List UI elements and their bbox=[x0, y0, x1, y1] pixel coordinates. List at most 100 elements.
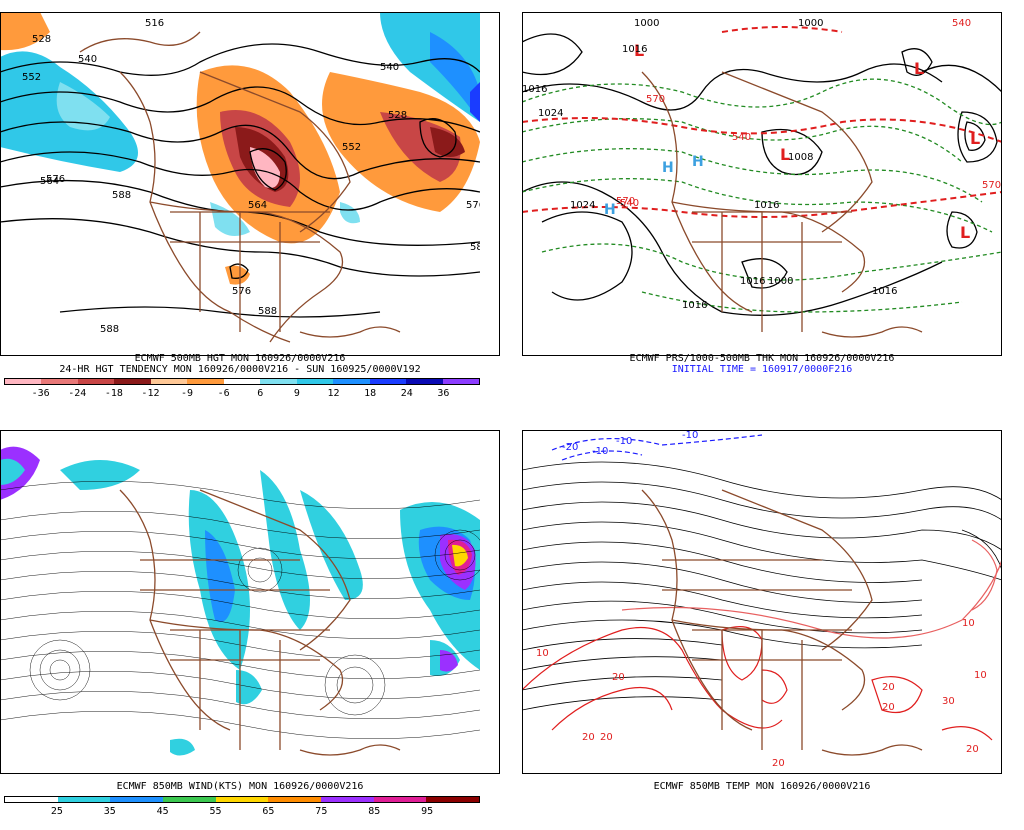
thickness-label: 570 bbox=[616, 196, 635, 207]
contour-label: 516 bbox=[145, 18, 164, 29]
isobar-label: 1016 bbox=[622, 44, 647, 55]
colorbar-swatch bbox=[187, 379, 224, 384]
tendency-colorbar bbox=[4, 378, 480, 385]
colorbar-swatch bbox=[77, 379, 115, 384]
temp-label: 20 bbox=[966, 744, 979, 755]
colorbar-swatch bbox=[215, 797, 269, 802]
panel-title: ECMWF 850MB TEMP MON 160926/0000V216 bbox=[653, 781, 871, 792]
colorbar-swatch bbox=[163, 797, 216, 802]
contour-label: 576 bbox=[46, 174, 65, 185]
colorbar-tick-label: 65 bbox=[262, 806, 275, 817]
panel-title: ECMWF 850MB WIND(KTS) MON 160926/0000V21… bbox=[116, 781, 364, 792]
isobar-label: 1000 bbox=[768, 276, 793, 287]
colorbar-tick-label: 55 bbox=[209, 806, 222, 817]
thickness-label: 540 bbox=[732, 132, 751, 143]
low-pressure-symbol: L bbox=[960, 223, 970, 242]
colorbar-tick-label: 25 bbox=[50, 806, 63, 817]
contour-label: 588 bbox=[112, 190, 131, 201]
thickness-label: 540 bbox=[952, 18, 971, 29]
colorbar-swatch bbox=[114, 379, 151, 384]
temp-label: 10 bbox=[962, 618, 975, 629]
colorbar-swatch bbox=[296, 379, 334, 384]
temp-label: 20 bbox=[882, 702, 895, 713]
colorbar-swatch bbox=[426, 797, 480, 802]
colorbar-swatch bbox=[110, 797, 164, 802]
colorbar-swatch bbox=[369, 379, 407, 384]
colorbar-swatch bbox=[268, 797, 322, 802]
contour-label: 58 bbox=[470, 242, 480, 253]
contour-label: 588 bbox=[100, 324, 119, 335]
colorbar-tick-label: -9 bbox=[181, 388, 194, 399]
isobar-label: 1000 bbox=[798, 18, 823, 29]
high-pressure-symbol: H bbox=[662, 160, 674, 176]
isobar-label: 1024 bbox=[570, 200, 595, 211]
high-pressure-symbol: H bbox=[604, 202, 616, 218]
contour-label: 528 bbox=[32, 34, 51, 45]
contour-label: 540 bbox=[78, 54, 97, 65]
low-pressure-symbol: L bbox=[634, 41, 644, 60]
colorbar-swatch bbox=[223, 379, 261, 384]
low-pressure-symbol: L bbox=[970, 129, 980, 148]
temp-label: -10 bbox=[682, 430, 698, 441]
isobar-label: 1016 bbox=[754, 200, 779, 211]
temp-label: 20 bbox=[612, 672, 625, 683]
thickness-label: 570 bbox=[982, 180, 1001, 191]
colorbar-tick-label: 6 bbox=[257, 388, 264, 399]
colorbar-swatch bbox=[5, 379, 42, 384]
wind-colorbar-ticks: 25 35 45 55 65 75 85 95 bbox=[4, 806, 480, 818]
colorbar-swatch bbox=[333, 379, 370, 384]
isobar-label: 1000 bbox=[634, 18, 659, 29]
colorbar-swatch bbox=[57, 797, 111, 802]
colorbar-swatch bbox=[260, 379, 297, 384]
colorbar-tick-label: -24 bbox=[68, 388, 87, 399]
contour-label: 552 bbox=[342, 142, 361, 153]
thickness-label: 570 bbox=[646, 94, 665, 105]
isobar-label: 1008 bbox=[788, 152, 813, 163]
tendency-colorbar-ticks: -36 -24 -18 -12 -9 -6 6 9 12 18 24 36 bbox=[4, 388, 480, 400]
temp-label: -10 bbox=[616, 436, 632, 447]
isobar-label: 1016 bbox=[522, 84, 547, 95]
colorbar-swatch bbox=[5, 797, 58, 802]
temp-label: 10 bbox=[974, 670, 987, 681]
colorbar-tick-label: -18 bbox=[104, 388, 123, 399]
map-850mb-wind bbox=[0, 430, 480, 774]
colorbar-tick-label: 9 bbox=[293, 388, 300, 399]
low-pressure-symbol: L bbox=[780, 145, 790, 164]
colorbar-swatch bbox=[406, 379, 443, 384]
map-850mb-temp: -10 -10 -10 -20 10 10 20 20 20 20 30 20 … bbox=[522, 430, 1002, 774]
colorbar-tick-label: 45 bbox=[156, 806, 169, 817]
panel-500mb-height: 516 528 540 552 564 576 588 528 540 552 … bbox=[0, 12, 480, 412]
colorbar-tick-label: -36 bbox=[31, 388, 50, 399]
panel-subtitle: INITIAL TIME = 160917/0000F216 bbox=[671, 364, 853, 375]
contour-label: 540 bbox=[380, 62, 399, 73]
colorbar-swatch bbox=[373, 797, 427, 802]
colorbar-tick-label: 24 bbox=[400, 388, 413, 399]
isobar-label: 1016 bbox=[682, 300, 707, 311]
temp-label: -20 bbox=[562, 442, 578, 453]
temp-label: 30 bbox=[942, 696, 955, 707]
thickness-label: 540 bbox=[620, 198, 639, 209]
panel-850mb-wind: ECMWF 850MB WIND(KTS) MON 160926/0000V21… bbox=[0, 430, 480, 830]
contour-label: 576 bbox=[466, 200, 480, 211]
contour-label: 564 bbox=[40, 176, 59, 187]
colorbar-tick-label: 95 bbox=[421, 806, 434, 817]
temp-label: 20 bbox=[882, 682, 895, 693]
colorbar-tick-label: 35 bbox=[103, 806, 116, 817]
contour-label: 588 bbox=[258, 306, 277, 317]
panel-title: ECMWF 500MB HGT MON 160926/0000V216 bbox=[134, 353, 346, 364]
contour-label: 564 bbox=[248, 200, 267, 211]
panel-subtitle: 24-HR HGT TENDENCY MON 160926/0000V216 -… bbox=[59, 364, 421, 375]
isobar-label: 1016 bbox=[740, 276, 765, 287]
colorbar-swatch bbox=[321, 797, 374, 802]
colorbar-tick-label: 75 bbox=[315, 806, 328, 817]
temp-label: 20 bbox=[600, 732, 613, 743]
panel-850mb-temp: -10 -10 -10 -20 10 10 20 20 20 20 30 20 … bbox=[522, 430, 1002, 830]
temp-label: -10 bbox=[592, 446, 608, 457]
temp-label: 10 bbox=[536, 648, 549, 659]
wind-colorbar bbox=[4, 796, 480, 803]
temp-label: 20 bbox=[772, 758, 785, 769]
contour-label: 552 bbox=[22, 72, 41, 83]
temp-label: 20 bbox=[582, 732, 595, 743]
colorbar-swatch bbox=[150, 379, 188, 384]
colorbar-tick-label: -12 bbox=[141, 388, 160, 399]
